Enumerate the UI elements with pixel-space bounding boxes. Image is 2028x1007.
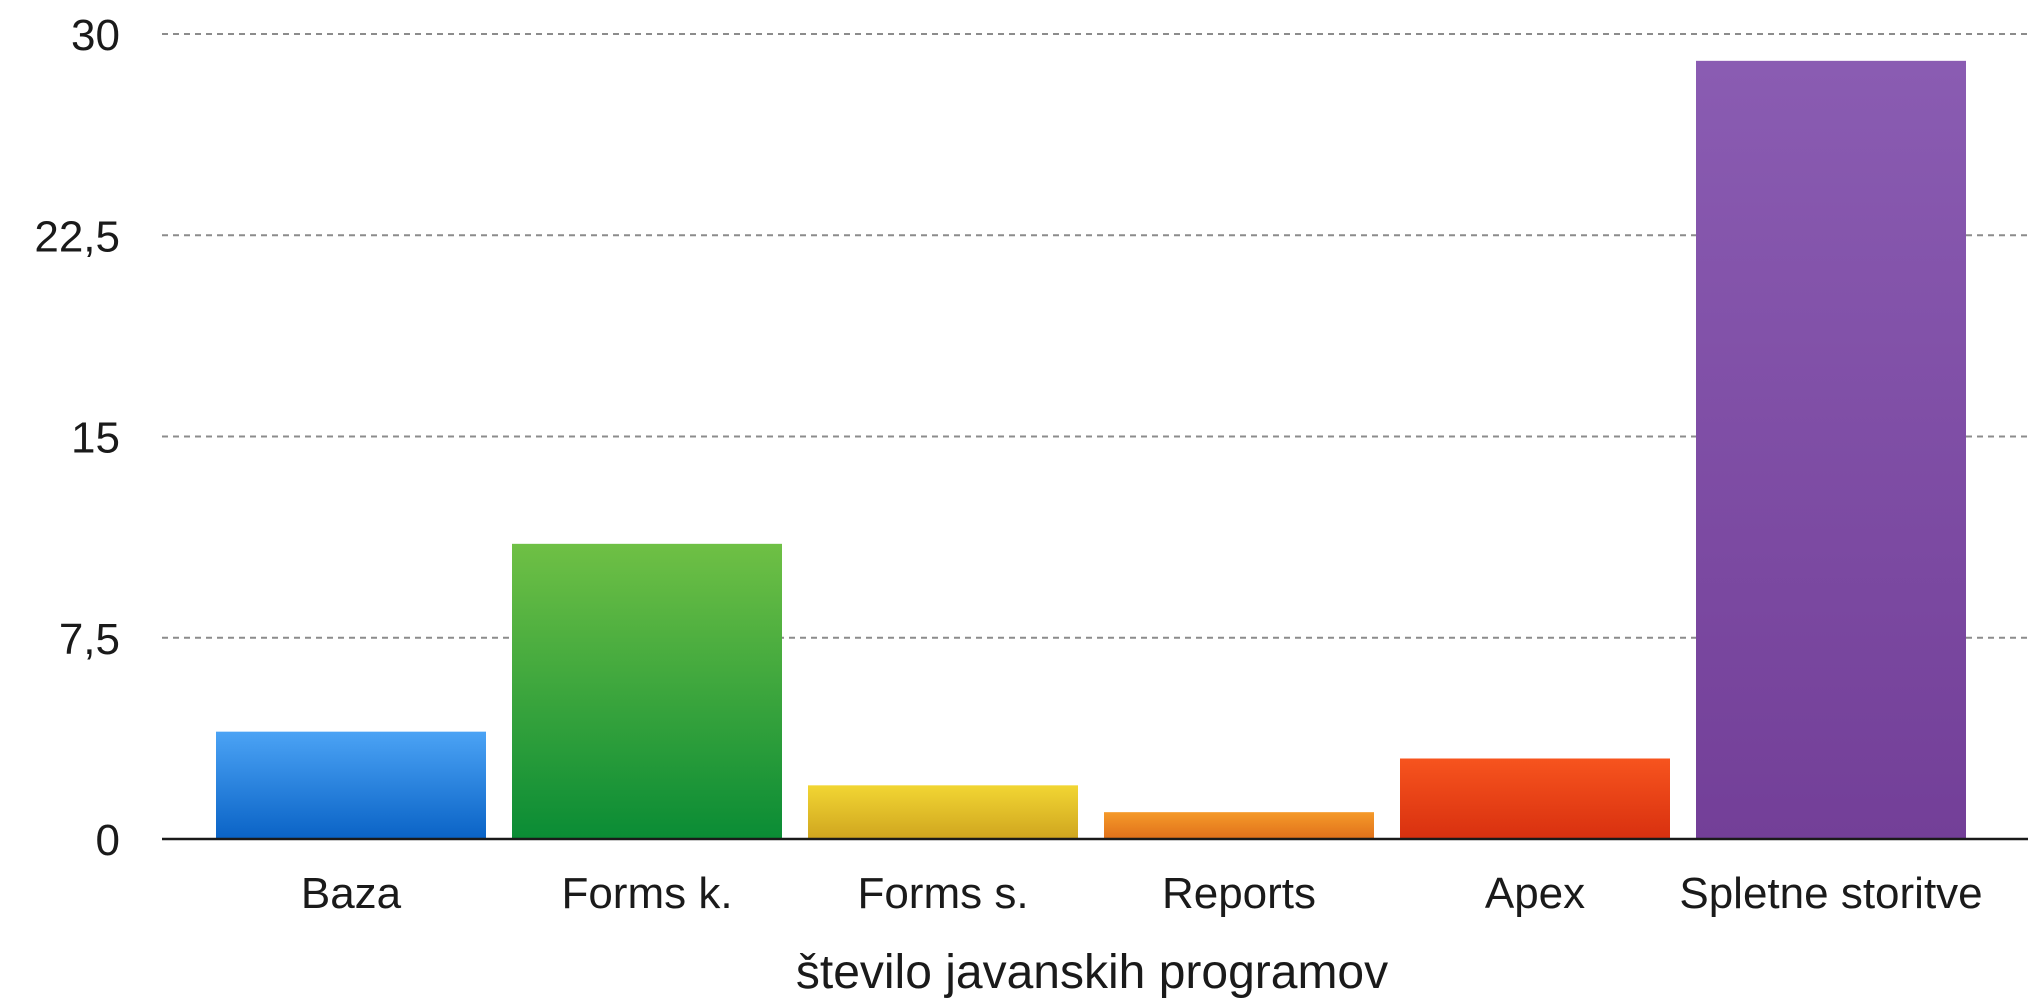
x-tick-label: Apex [1485,869,1585,918]
bar-baza [216,731,486,839]
y-tick-label: 15 [71,414,120,463]
bar-spletne-storitve [1696,60,1966,840]
bar-forms-s [808,785,1078,839]
y-tick-label: 22,5 [34,212,120,261]
x-tick-label: Reports [1162,869,1316,918]
y-tick-label: 0 [96,816,120,865]
x-tick-label: Forms s. [857,869,1028,918]
x-tick-label: Baza [301,869,402,918]
bars [216,60,1966,840]
y-tick-label: 30 [71,11,120,60]
x-tick-label: Spletne storitve [1679,869,1982,918]
x-axis-title: število javanskih programov [796,946,1388,999]
x-tick-label: Forms k. [561,869,732,918]
bar-apex [1400,758,1670,839]
bar-forms-k [512,543,782,839]
y-tick-label: 7,5 [59,615,120,664]
bar-reports [1104,812,1374,839]
tick-labels: 0 7,5 15 22,5 30 Baza Forms k. Forms s. Reports A… [34,11,1982,918]
